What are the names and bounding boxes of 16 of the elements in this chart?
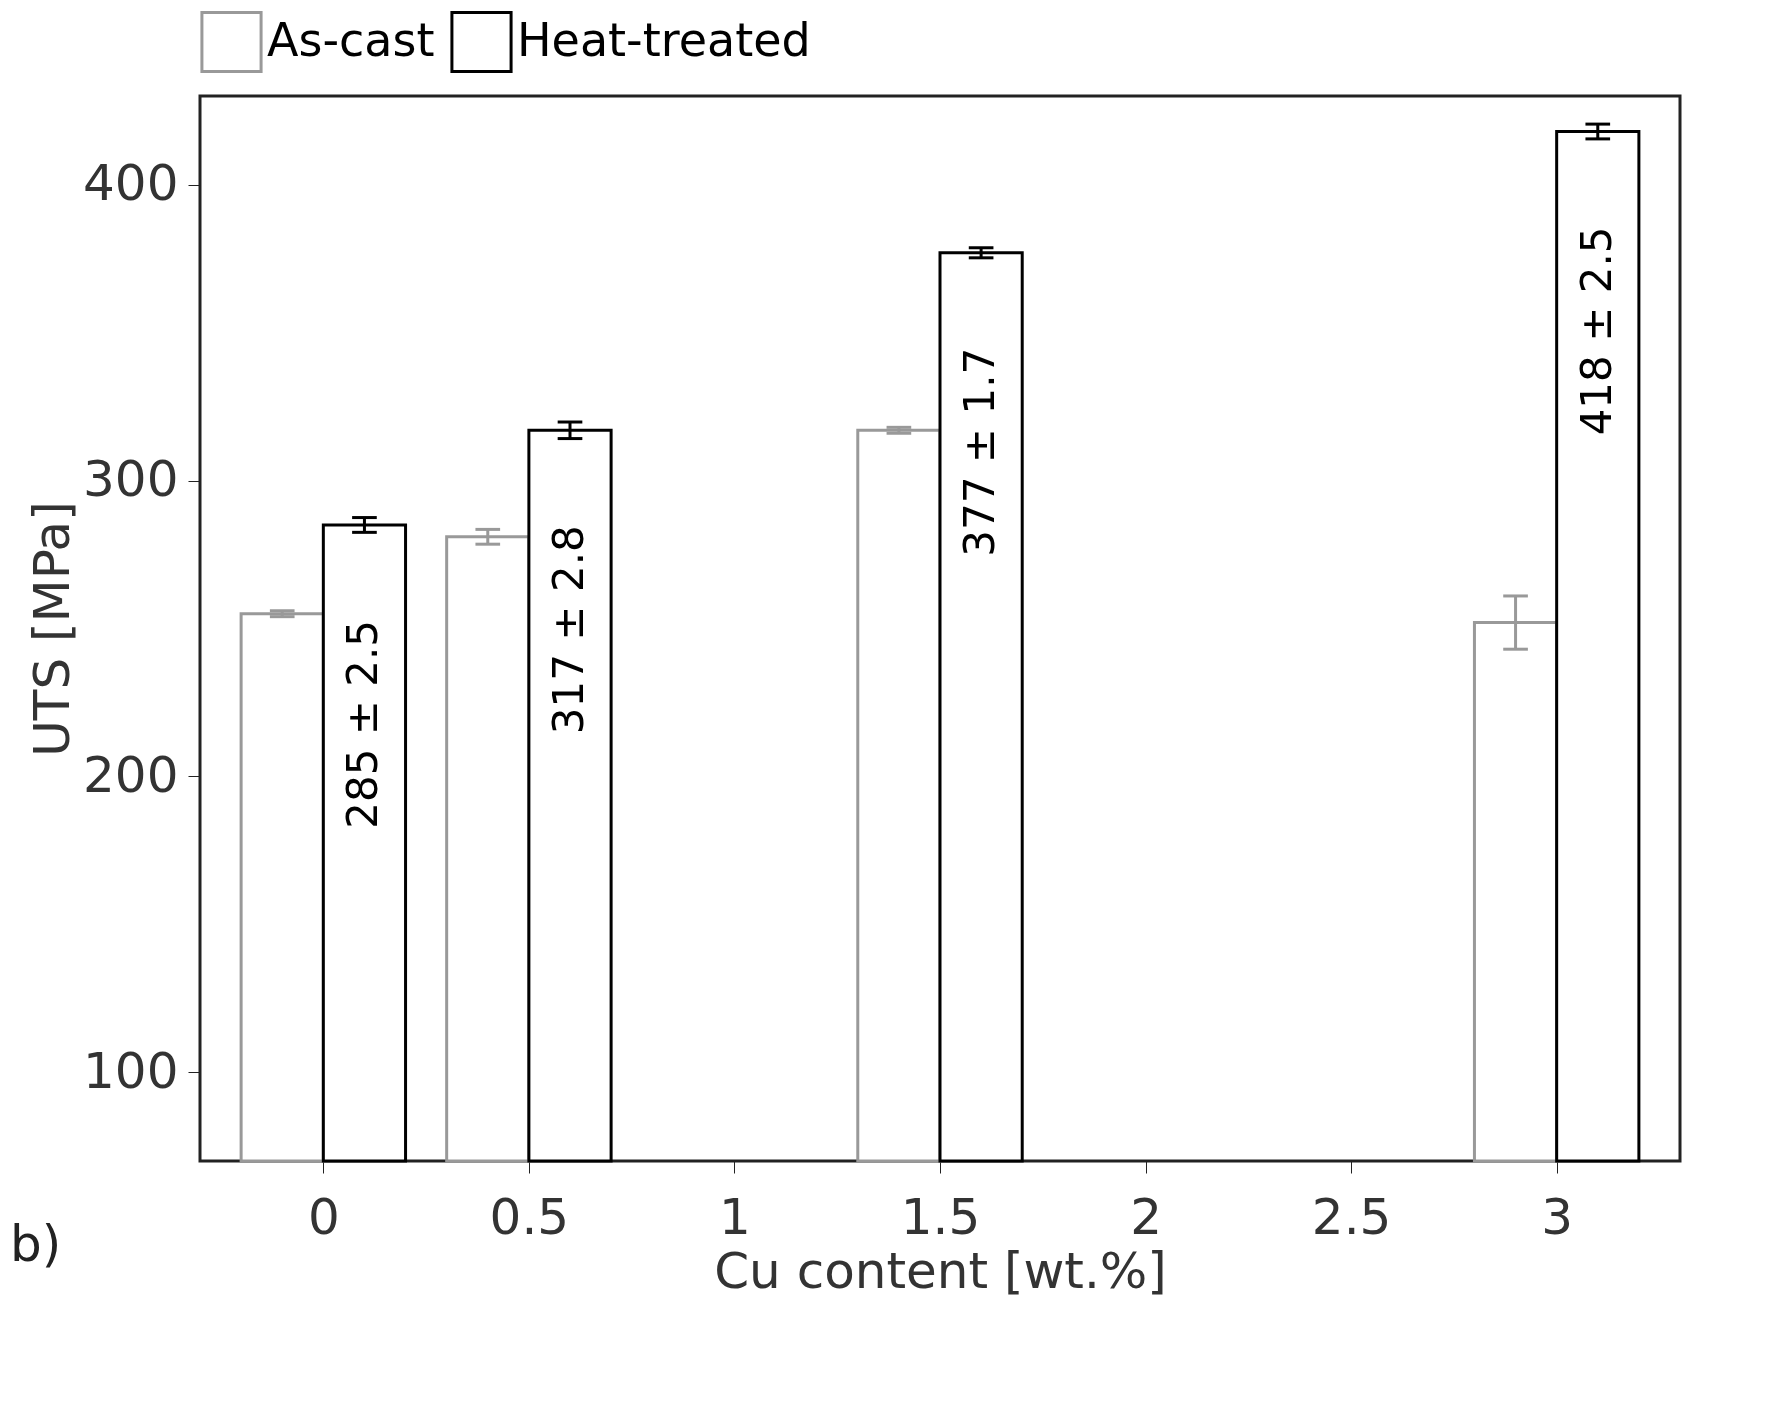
data-label: 317 ± 2.8 — [544, 525, 593, 735]
y-axis-title: UTS [MPa] — [23, 501, 82, 757]
y-tick-label: 200 — [83, 745, 179, 804]
y-tick-label: 300 — [83, 450, 179, 509]
legend-label: Heat-treated — [517, 12, 811, 67]
y-tick-label: 100 — [83, 1041, 179, 1100]
x-tick-label: 3 — [1541, 1187, 1574, 1246]
y-tick-label: 400 — [83, 154, 179, 213]
text: b) — [10, 1215, 62, 1273]
data-label: 285 ± 2.5 — [338, 619, 388, 829]
x-tick-label: 0 — [307, 1187, 340, 1246]
data-label: 377 ± 1.7 — [955, 347, 1005, 557]
x-tick-label: 2.5 — [1311, 1187, 1392, 1246]
data-label: 418 ± 2.5 — [1571, 226, 1621, 436]
x-tick-label: 0.5 — [489, 1187, 570, 1246]
legend-label: As-cast — [267, 12, 435, 67]
